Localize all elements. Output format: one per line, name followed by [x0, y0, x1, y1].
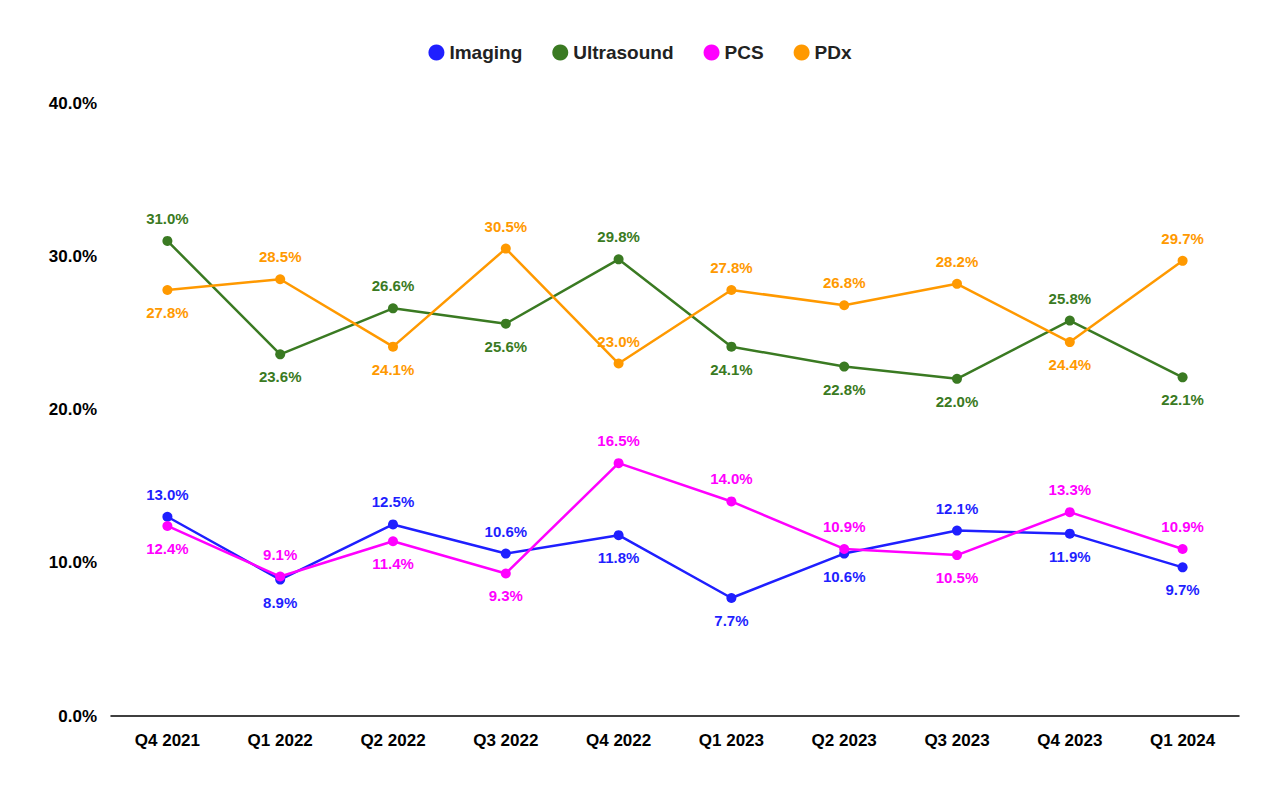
svg-text:12.5%: 12.5%: [372, 493, 415, 510]
svg-text:10.6%: 10.6%: [823, 568, 866, 585]
svg-text:11.4%: 11.4%: [372, 555, 414, 572]
svg-text:Q4 2023: Q4 2023: [1037, 731, 1102, 750]
svg-text:30.5%: 30.5%: [485, 218, 528, 235]
svg-text:28.2%: 28.2%: [936, 253, 979, 270]
svg-text:25.6%: 25.6%: [485, 338, 528, 355]
svg-text:24.4%: 24.4%: [1049, 356, 1092, 373]
svg-text:12.4%: 12.4%: [146, 540, 189, 557]
svg-text:PCS: PCS: [725, 42, 764, 63]
svg-text:22.8%: 22.8%: [823, 381, 866, 398]
svg-text:Q3 2022: Q3 2022: [473, 731, 538, 750]
svg-text:Q2 2022: Q2 2022: [360, 731, 425, 750]
svg-text:Ultrasound: Ultrasound: [573, 42, 673, 63]
svg-text:29.7%: 29.7%: [1161, 230, 1204, 247]
svg-text:Q1 2022: Q1 2022: [248, 731, 313, 750]
svg-text:Q4 2022: Q4 2022: [586, 731, 651, 750]
svg-text:12.1%: 12.1%: [936, 500, 979, 517]
svg-text:10.5%: 10.5%: [936, 569, 979, 586]
svg-text:8.9%: 8.9%: [263, 594, 297, 611]
svg-text:13.0%: 13.0%: [146, 486, 189, 503]
svg-text:13.3%: 13.3%: [1049, 481, 1092, 498]
svg-text:7.7%: 7.7%: [714, 612, 748, 629]
svg-text:10.6%: 10.6%: [485, 523, 528, 540]
svg-text:22.0%: 22.0%: [936, 393, 979, 410]
svg-text:27.8%: 27.8%: [146, 304, 189, 321]
svg-text:9.1%: 9.1%: [263, 546, 297, 563]
svg-text:23.0%: 23.0%: [597, 333, 640, 350]
svg-text:22.1%: 22.1%: [1161, 391, 1204, 408]
svg-text:20.0%: 20.0%: [49, 400, 97, 419]
svg-text:10.0%: 10.0%: [49, 553, 97, 572]
svg-text:30.0%: 30.0%: [49, 247, 97, 266]
svg-text:31.0%: 31.0%: [146, 210, 189, 227]
svg-text:25.8%: 25.8%: [1049, 290, 1092, 307]
svg-text:Q3 2023: Q3 2023: [924, 731, 989, 750]
svg-text:10.9%: 10.9%: [823, 518, 866, 535]
svg-text:40.0%: 40.0%: [49, 94, 97, 113]
svg-text:24.1%: 24.1%: [710, 361, 753, 378]
svg-text:14.0%: 14.0%: [710, 470, 753, 487]
svg-text:11.8%: 11.8%: [598, 549, 640, 566]
svg-text:Q1 2024: Q1 2024: [1150, 731, 1216, 750]
svg-text:26.6%: 26.6%: [372, 277, 415, 294]
svg-text:0.0%: 0.0%: [58, 707, 97, 726]
svg-text:23.6%: 23.6%: [259, 368, 302, 385]
svg-text:29.8%: 29.8%: [597, 228, 640, 245]
svg-text:Q4 2021: Q4 2021: [135, 731, 200, 750]
svg-text:24.1%: 24.1%: [372, 361, 415, 378]
svg-text:9.3%: 9.3%: [489, 587, 523, 604]
svg-text:9.7%: 9.7%: [1165, 581, 1199, 598]
svg-text:Q2 2023: Q2 2023: [812, 731, 877, 750]
svg-text:Imaging: Imaging: [449, 42, 522, 63]
svg-text:16.5%: 16.5%: [597, 432, 640, 449]
svg-text:28.5%: 28.5%: [259, 248, 302, 265]
svg-text:11.9%: 11.9%: [1049, 548, 1091, 565]
svg-text:27.8%: 27.8%: [710, 259, 753, 276]
svg-text:PDx: PDx: [815, 42, 852, 63]
svg-text:Q1 2023: Q1 2023: [699, 731, 764, 750]
svg-text:10.9%: 10.9%: [1161, 518, 1204, 535]
svg-text:26.8%: 26.8%: [823, 274, 866, 291]
